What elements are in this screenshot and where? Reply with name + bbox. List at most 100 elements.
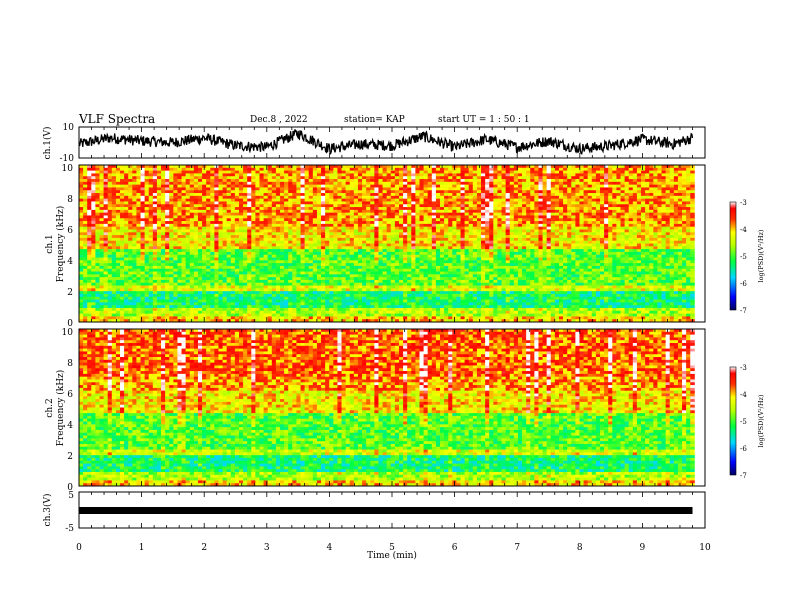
spectrogram-cell — [152, 190, 158, 194]
spectrogram-cell — [148, 176, 154, 180]
spectrogram-cell — [431, 240, 437, 244]
spectrogram-cell — [173, 246, 178, 250]
spectrogram-cell — [288, 221, 293, 225]
spectrogram-cell — [161, 302, 166, 306]
spectrogram-cell — [238, 229, 244, 233]
spectrogram-cell — [165, 187, 170, 191]
spectrogram-cell — [169, 181, 174, 186]
spectrogram-cell — [370, 254, 375, 258]
spectrogram-cell — [411, 277, 416, 281]
spectrogram-cell — [214, 218, 219, 222]
spectrogram-cell — [378, 296, 383, 300]
spectrogram-cell — [120, 260, 125, 264]
spectrogram-cell — [415, 176, 420, 180]
spectrogram-cell — [247, 165, 252, 169]
spectrogram-cell — [99, 193, 105, 197]
spectrogram-cell — [403, 237, 408, 242]
spectrogram-cell — [136, 184, 141, 188]
spectrogram-cell — [300, 257, 306, 261]
spectrogram-cell — [99, 316, 105, 320]
spectrogram-cell — [390, 316, 396, 320]
spectrogram-cell — [407, 173, 412, 177]
spectrogram-cell — [366, 179, 371, 183]
spectrogram-cell — [362, 313, 367, 317]
spectrogram-cell — [111, 190, 117, 194]
spectrogram-cell — [95, 207, 100, 211]
spectrogram-cell — [288, 305, 293, 309]
spectrogram-cell — [103, 249, 109, 253]
spectrogram-cell — [308, 265, 314, 270]
spectrogram-cell — [161, 291, 166, 295]
spectrogram-cell — [411, 226, 416, 230]
spectrogram-cell — [173, 173, 178, 177]
spectrogram-cell — [107, 240, 113, 244]
spectrogram-cell — [411, 265, 416, 270]
spectrogram-cell — [107, 285, 113, 289]
spectrogram-cell — [267, 251, 273, 256]
spectrogram-cell — [308, 302, 314, 306]
spectrogram-cell — [152, 184, 158, 188]
spectrogram-cell — [394, 176, 400, 180]
spectrogram-cell — [423, 296, 429, 300]
spectrogram-cell — [411, 291, 416, 295]
spectrogram-cell — [398, 226, 404, 230]
spectrogram-cell — [300, 207, 306, 211]
spectrogram-cell — [83, 316, 88, 320]
spectrogram-cell — [222, 316, 228, 320]
spectrogram-cell — [300, 190, 306, 194]
spectrogram-cell — [156, 260, 162, 264]
spectrogram-cell — [181, 263, 187, 267]
spectrogram-cell — [197, 251, 203, 256]
spectrogram-cell — [185, 170, 191, 174]
spectrogram-cell — [390, 223, 396, 228]
spectrogram-cell — [165, 288, 170, 292]
spectrogram-cell — [284, 313, 289, 317]
spectrogram-cell — [230, 293, 236, 298]
spectrogram-cell — [341, 240, 347, 244]
spectrogram-cell — [427, 190, 433, 194]
spectrogram-cell — [255, 215, 260, 219]
spectrogram-cell — [111, 249, 117, 253]
spectrogram-cell — [132, 235, 137, 239]
spectrogram-cell — [128, 285, 133, 289]
spectrogram-cell — [349, 257, 355, 261]
spectrogram-cell — [374, 254, 379, 258]
spectrogram-cell — [431, 305, 437, 309]
spectrogram-cell — [390, 257, 396, 261]
spectrogram-cell — [275, 277, 281, 281]
spectrogram-cell — [263, 319, 269, 323]
spectrogram-cell — [259, 198, 265, 202]
spectrogram-cell — [423, 316, 429, 320]
spectrogram-cell — [353, 235, 359, 239]
spectrogram-cell — [107, 165, 113, 169]
spectrogram-cell — [341, 296, 347, 300]
spectrogram-cell — [345, 237, 351, 242]
spectrogram-cell — [156, 237, 162, 242]
ch1-waveform-panel: 10 -10 ch.1(V) — [42, 123, 706, 164]
spectrogram-cell — [247, 263, 252, 267]
spectrogram-cell — [415, 201, 420, 205]
spectrogram-cell — [95, 209, 100, 214]
spectrogram-cell — [370, 265, 375, 270]
spectrogram-cell — [181, 302, 187, 306]
spectrogram-cell — [222, 176, 228, 180]
spectrogram-cell — [91, 176, 96, 180]
spectrogram-cell — [144, 187, 150, 191]
spectrogram-cell — [271, 201, 277, 205]
spectrogram-cell — [218, 165, 223, 169]
spectrogram-cell — [255, 193, 260, 197]
spectrogram-cell — [382, 299, 388, 303]
spectrogram-cell — [234, 313, 240, 317]
spectrogram-cell — [419, 201, 424, 205]
spectrogram-cell — [415, 190, 420, 194]
spectrogram-cell — [206, 302, 211, 306]
spectrogram-cell — [156, 249, 162, 253]
spectrogram-cell — [111, 204, 117, 208]
spectrogram-cell — [423, 277, 429, 281]
spectrogram-cell — [185, 249, 191, 253]
spectrogram-cell — [431, 316, 437, 320]
spectrogram-cell — [292, 260, 297, 264]
spectrogram-cell — [345, 268, 351, 272]
spectrogram-cell — [87, 274, 92, 278]
spectrogram-cell — [128, 268, 133, 272]
